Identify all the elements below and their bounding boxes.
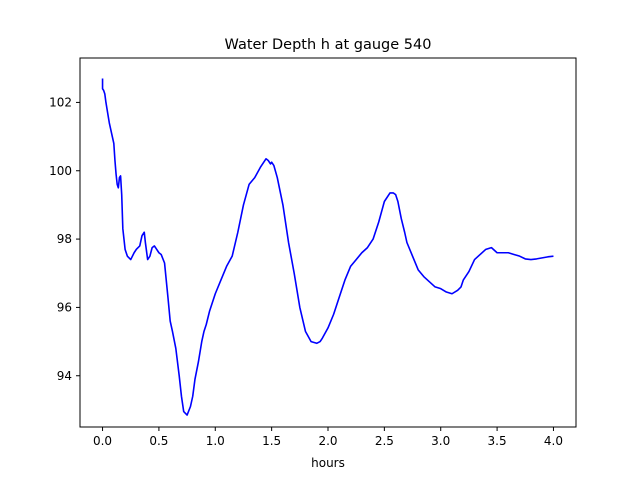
x-tick-label: 1.0 (206, 434, 225, 448)
y-tick-label: 100 (49, 164, 72, 178)
series-line (101, 78, 554, 416)
x-tick-label: 1.5 (262, 434, 281, 448)
chart-title: Water Depth h at gauge 540 (225, 37, 432, 53)
y-tick-label: 96 (57, 300, 72, 314)
y-tick-label: 102 (49, 95, 72, 109)
x-axis-label: hours (311, 456, 345, 470)
y-axis-ticks: 94 96 98 100 102 (49, 95, 80, 383)
x-tick-label: 3.0 (431, 434, 450, 448)
plot-area (101, 78, 554, 416)
x-tick-label: 0.0 (93, 434, 112, 448)
y-tick-label: 94 (57, 369, 72, 383)
x-tick-label: 2.5 (375, 434, 394, 448)
x-tick-label: 4.0 (544, 434, 563, 448)
x-axis-ticks: 0.0 0.5 1.0 1.5 2.0 2.5 3.0 3.5 4.0 (93, 427, 563, 448)
y-tick-label: 98 (57, 232, 72, 246)
x-tick-label: 2.0 (318, 434, 337, 448)
x-tick-label: 0.5 (149, 434, 168, 448)
x-tick-label: 3.5 (488, 434, 507, 448)
